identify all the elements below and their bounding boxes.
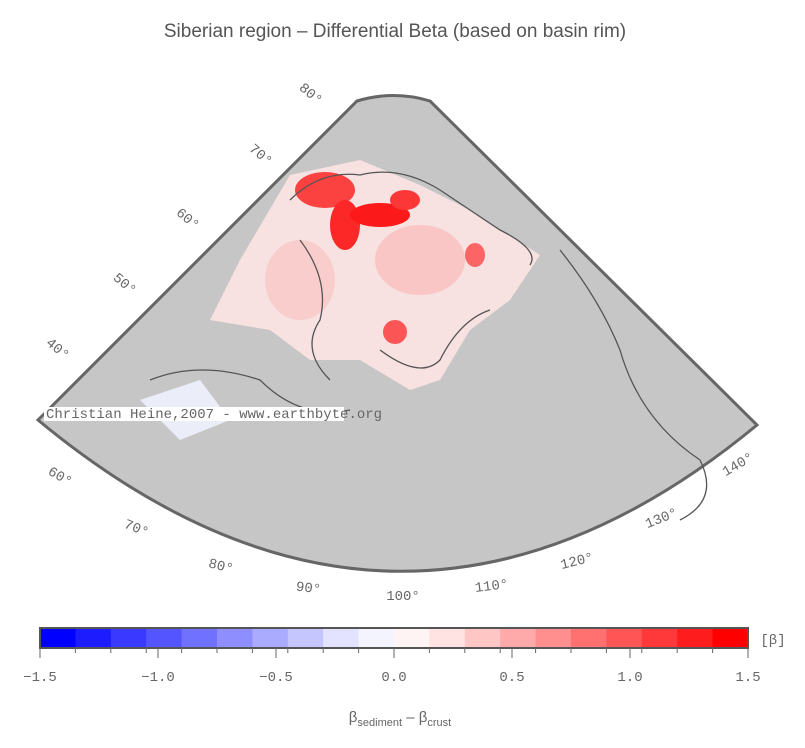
- label-sub: crust: [427, 717, 451, 729]
- lat-label: 70°: [245, 141, 275, 169]
- colorbar-bin: [358, 628, 395, 648]
- colorbar-tick-label: −1.5: [23, 670, 57, 686]
- lon-label: 110°: [474, 577, 509, 597]
- lat-label: 60°: [172, 205, 202, 233]
- colorbar-tick-label: 1.0: [617, 670, 642, 686]
- colorbar-bin: [181, 628, 218, 648]
- colorbar-bin: [252, 628, 289, 648]
- colorbar-bin: [677, 628, 714, 648]
- coastlines: [149, 171, 708, 521]
- colorbar-bin: [500, 628, 537, 648]
- lat-label: 80°: [295, 80, 325, 108]
- colorbar-bin: [712, 628, 749, 648]
- lon-label: 90°: [295, 580, 322, 599]
- colorbar-bin: [464, 628, 501, 648]
- lon-label: 140°: [720, 450, 757, 481]
- lat-label: 40°: [42, 335, 72, 363]
- title: Siberian region – Differential Beta (bas…: [164, 21, 626, 42]
- colorbar-bin: [606, 628, 643, 648]
- map: Christian Heine,2007 - www.earthbyte.org: [35, 94, 760, 573]
- colorbar-bin: [75, 628, 112, 648]
- lon-label: 130°: [643, 506, 680, 533]
- colorbar-bin: [323, 628, 360, 648]
- colorbar-tick-label: 0.0: [381, 670, 406, 686]
- colorbar-bin: [535, 628, 572, 648]
- lat-label: 50°: [109, 270, 139, 298]
- colorbar-label: βsediment – βcrust: [349, 709, 451, 729]
- colorbar-bin: [40, 628, 76, 648]
- label-sub: sediment: [357, 717, 402, 729]
- colorbar-bin: [394, 628, 430, 648]
- lon-label: 70°: [121, 517, 150, 541]
- colorbar-tick-label: 1.5: [735, 670, 760, 686]
- lon-label: 60°: [45, 464, 75, 490]
- colorbar-bin: [110, 628, 147, 648]
- colorbar-tick-label: −1.0: [141, 670, 175, 686]
- colorbar-bin: [641, 628, 678, 648]
- colorbar-unit: [β]: [760, 633, 785, 649]
- colorbar-bin: [287, 628, 324, 648]
- lon-label: 120°: [559, 550, 595, 574]
- lon-label: 80°: [207, 556, 235, 578]
- colorbar-bin: [217, 628, 253, 648]
- colorbar-bin: [146, 628, 183, 648]
- label-part: β: [349, 709, 358, 726]
- lon-label: 100°: [386, 589, 420, 605]
- colorbar: −1.5 −1.0 −0.5 0.0 0.5 1.0 1.5: [23, 627, 761, 686]
- colorbar-bin: [429, 628, 466, 648]
- label-part: – β: [402, 709, 428, 726]
- colorbar-tick-label: 0.5: [499, 670, 524, 686]
- colorbar-bin: [571, 628, 607, 648]
- watermark: Christian Heine,2007 - www.earthbyte.org: [46, 407, 382, 423]
- watermark-box: [44, 407, 344, 421]
- colorbar-tick-label: −0.5: [259, 670, 293, 686]
